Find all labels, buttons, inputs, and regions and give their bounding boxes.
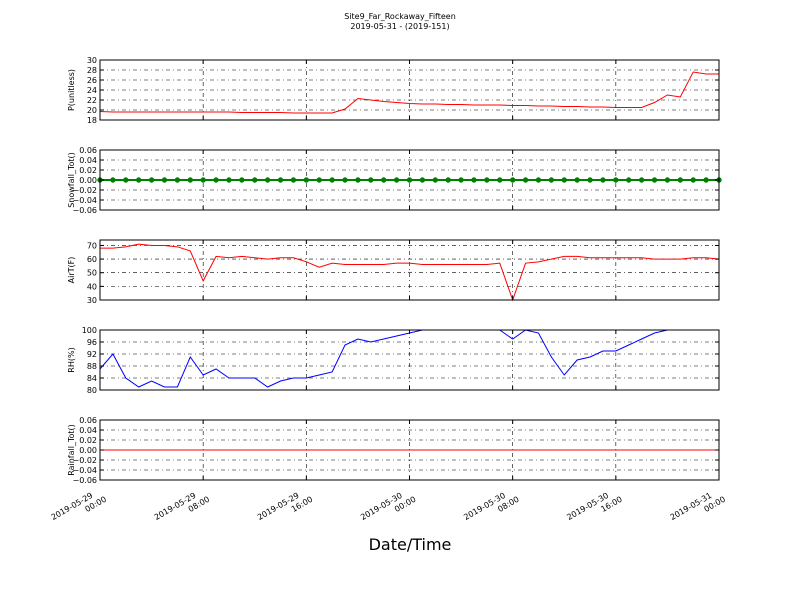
data-point <box>432 177 438 183</box>
data-point <box>561 177 567 183</box>
data-point <box>522 177 529 183</box>
y-tick-label: 84 <box>87 374 97 383</box>
data-point <box>264 177 271 183</box>
data-point <box>303 177 310 183</box>
data-point <box>406 177 413 183</box>
data-point <box>419 177 426 183</box>
y-tick-label: −0.04 <box>72 466 97 475</box>
data-point <box>651 177 658 183</box>
data-point <box>703 177 709 183</box>
y-tick-label: 0.00 <box>79 446 97 455</box>
x-tick-label: 2019-05-2908:00 <box>153 486 211 531</box>
data-point <box>613 177 619 183</box>
y-tick-label: 92 <box>87 350 97 359</box>
data-point <box>664 177 671 183</box>
data-point <box>355 177 361 183</box>
y-axis-label: P(unitless) <box>67 69 76 111</box>
data-point <box>368 177 374 183</box>
y-axis-label: RH(%) <box>67 347 76 372</box>
x-tick-label: 2019-05-2900:00 <box>50 486 108 531</box>
y-axis-label: Snowfall_Tot() <box>67 152 76 208</box>
data-point <box>690 177 696 183</box>
data-point <box>574 177 580 183</box>
data-point <box>458 177 464 183</box>
y-tick-label: 100 <box>82 326 97 335</box>
y-axis-label: AirT(F) <box>67 257 76 284</box>
data-point <box>290 177 297 183</box>
data-point <box>471 177 477 183</box>
data-point <box>187 177 193 183</box>
y-tick-label: 0.04 <box>79 426 97 435</box>
data-point <box>509 177 516 183</box>
y-tick-label: 18 <box>87 116 97 125</box>
x-tick-label: 2019-05-3016:00 <box>565 486 623 531</box>
data-point <box>135 177 142 183</box>
data-point <box>110 177 116 183</box>
chart-subtitle: 2019-05-31 - (2019-151) <box>350 22 449 31</box>
y-tick-label: 60 <box>87 255 97 264</box>
y-tick-label: 70 <box>87 241 97 250</box>
y-tick-label: −0.04 <box>72 196 97 205</box>
y-tick-label: 0.04 <box>79 156 97 165</box>
data-point <box>445 177 451 183</box>
data-point <box>239 177 245 183</box>
x-tick-label: 2019-05-3000:00 <box>359 486 417 531</box>
data-point <box>123 177 129 183</box>
data-point <box>600 177 606 183</box>
data-point <box>381 177 387 183</box>
data-point <box>174 177 181 183</box>
y-tick-label: 26 <box>87 76 97 85</box>
y-tick-label: 96 <box>87 338 97 347</box>
y-tick-label: 22 <box>87 96 97 105</box>
y-tick-label: −0.02 <box>72 456 97 465</box>
data-point <box>252 177 258 183</box>
chart-title: Site9_Far_Rockaway_Fifteen <box>344 12 456 21</box>
y-tick-label: 20 <box>87 106 97 115</box>
x-tick-label: 2019-05-2916:00 <box>256 486 314 531</box>
data-line <box>99 71 719 114</box>
data-point <box>626 177 632 183</box>
data-point <box>393 177 400 183</box>
x-tick-label: 2019-05-3008:00 <box>462 486 520 531</box>
data-point <box>677 177 684 183</box>
y-tick-label: 80 <box>87 386 97 395</box>
data-line <box>99 329 719 388</box>
data-point <box>587 177 593 183</box>
data-point <box>161 177 168 183</box>
data-point <box>548 177 555 183</box>
y-tick-label: 50 <box>87 269 97 278</box>
data-point <box>148 177 155 183</box>
data-point <box>535 177 542 183</box>
y-tick-label: −0.02 <box>72 186 97 195</box>
y-tick-label: 0.02 <box>79 166 97 175</box>
data-point <box>484 177 490 183</box>
data-point <box>277 177 284 183</box>
y-tick-label: 0.06 <box>79 416 97 425</box>
y-tick-label: 88 <box>87 362 97 371</box>
data-line <box>100 243 720 302</box>
y-tick-label: 28 <box>87 66 97 75</box>
y-axis-label: Rainfall_Tot() <box>67 424 76 476</box>
data-point <box>316 177 322 183</box>
y-tick-label: −0.06 <box>72 476 97 485</box>
y-tick-label: 0.00 <box>79 176 97 185</box>
data-point <box>213 177 219 183</box>
y-tick-label: 30 <box>87 296 97 305</box>
x-axis-label: Date/Time <box>369 535 452 554</box>
y-tick-label: 40 <box>87 282 97 291</box>
y-tick-label: 24 <box>87 86 97 95</box>
data-point <box>226 177 232 183</box>
y-tick-label: 0.06 <box>79 146 97 155</box>
y-tick-label: 0.02 <box>79 436 97 445</box>
x-tick-label: 2019-05-3100:00 <box>669 486 727 531</box>
data-point <box>497 177 503 183</box>
y-tick-label: 30 <box>87 56 97 65</box>
data-point <box>200 177 206 183</box>
data-point <box>342 177 348 183</box>
data-point <box>638 177 645 183</box>
data-point <box>329 177 335 183</box>
y-tick-label: −0.06 <box>72 206 97 215</box>
